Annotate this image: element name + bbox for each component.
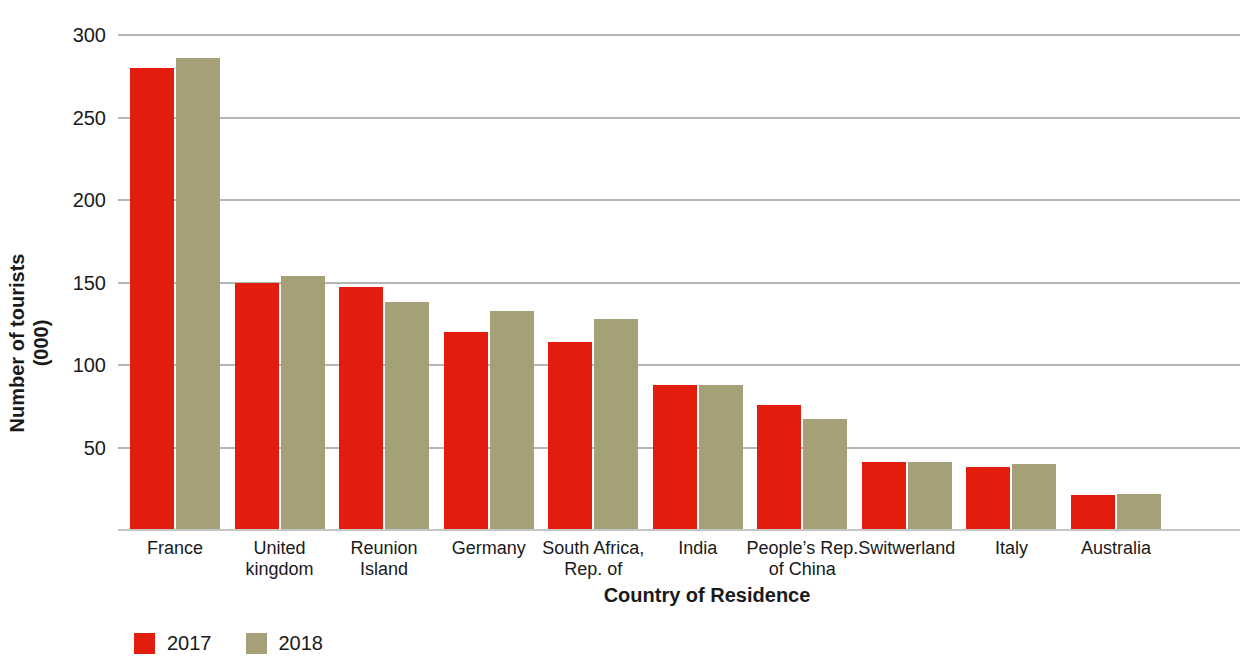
gridline-250 (118, 117, 1240, 119)
legend-item-2018: 2018 (246, 633, 324, 654)
bar-2018-italy (1012, 464, 1056, 530)
bar-2017-south-africa-rep-of (548, 342, 592, 530)
bar-2017-reunion-island (339, 287, 383, 530)
bar-2018-united-kingdom (281, 276, 325, 530)
gridline-200 (118, 199, 1240, 201)
bar-2018-france (176, 58, 220, 530)
x-axis-line (118, 529, 1240, 531)
y-axis-title: Number of tourists (000) (5, 163, 61, 523)
bar-2017-germany (444, 332, 488, 530)
y-tick-label-50: 50 (36, 435, 106, 461)
bar-2017-switwerland (862, 462, 906, 530)
legend-swatch-2017 (134, 633, 155, 654)
legend-label-2017: 2017 (167, 633, 212, 654)
y-tick-label-250: 250 (36, 105, 106, 131)
bar-2018-australia (1117, 494, 1161, 530)
gridline-300 (118, 34, 1240, 36)
x-axis-title: Country of Residence (604, 584, 811, 607)
bar-2017-australia (1071, 495, 1115, 530)
bar-2018-reunion-island (385, 302, 429, 530)
bar-2017-united-kingdom (235, 283, 279, 531)
y-tick-label-150: 150 (36, 270, 106, 296)
bar-2017-india (653, 385, 697, 530)
bar-2018-switwerland (908, 462, 952, 530)
x-tick-label-australia: Australia (1049, 538, 1183, 559)
legend-item-2017: 2017 (134, 633, 212, 654)
bar-2018-people-s-rep-of-china (803, 419, 847, 530)
bar-2017-france (130, 68, 174, 530)
bar-2017-italy (966, 467, 1010, 530)
y-tick-label-300: 300 (36, 22, 106, 48)
bar-2018-germany (490, 311, 534, 530)
bar-2017-people-s-rep-of-china (757, 405, 801, 530)
tourists-bar-chart: Number of tourists (000) 50 100 150 200 250 3… (0, 0, 1248, 664)
legend-label-2018: 2018 (279, 633, 324, 654)
legend-swatch-2018 (246, 633, 267, 654)
y-tick-label-200: 200 (36, 187, 106, 213)
bar-2018-india (699, 385, 743, 530)
y-tick-label-100: 100 (36, 352, 106, 378)
legend: 2017 2018 (134, 633, 357, 654)
bar-2018-south-africa-rep-of (594, 319, 638, 530)
